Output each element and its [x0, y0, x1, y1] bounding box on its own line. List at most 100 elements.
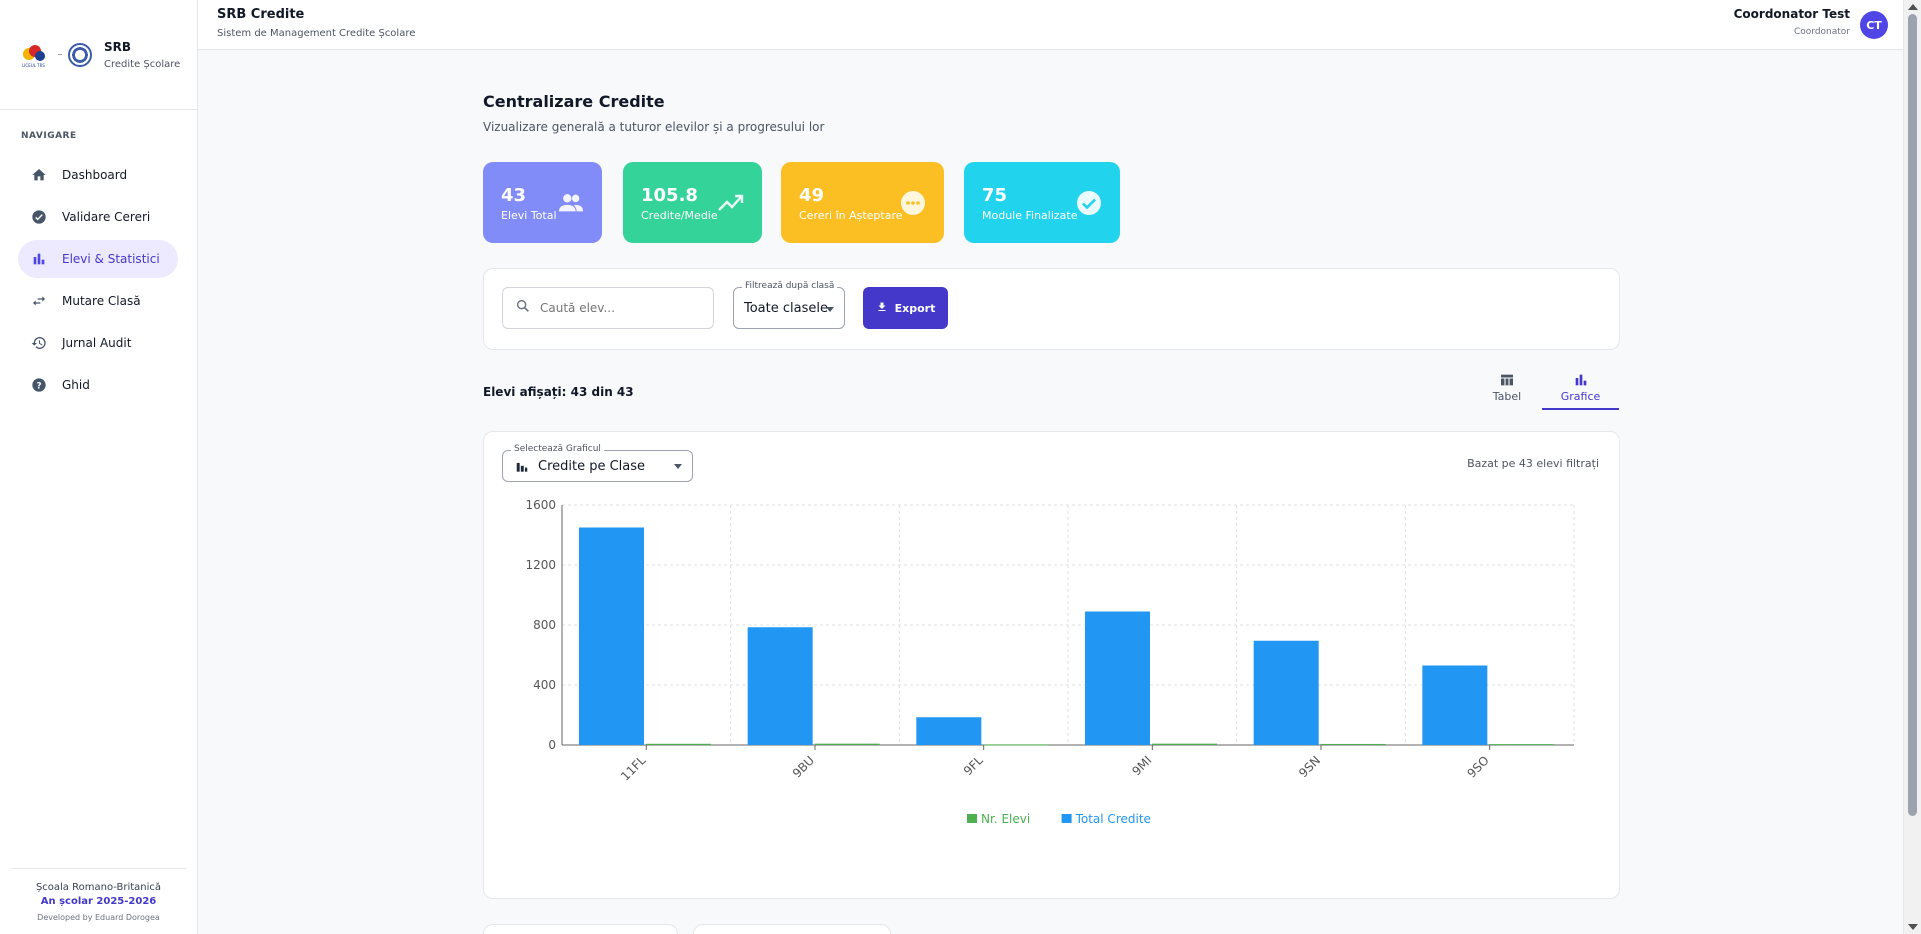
bar-nr-elevi [1320, 743, 1386, 745]
stat-label: Module Finalizate [982, 209, 1078, 222]
y-tick-label: 800 [533, 618, 556, 632]
sidebar-item-dashboard[interactable]: Dashboard [18, 156, 178, 194]
stat-label: Credite/Medie [641, 209, 718, 222]
tab-tabel[interactable]: Tabel [1486, 372, 1528, 410]
bar-total-credite [579, 527, 644, 745]
y-tick-label: 0 [548, 738, 556, 752]
card-stub [483, 924, 678, 934]
x-tick-label: 9BU [790, 753, 817, 780]
stat-value: 75 [982, 185, 1008, 206]
tab-label: Grafice [1560, 390, 1601, 403]
user-role: Coordonator [1793, 27, 1850, 37]
export-button[interactable]: Export [863, 287, 948, 329]
chevron-down-icon [826, 307, 834, 312]
avatar[interactable]: CT [1860, 11, 1888, 39]
x-tick-label: 9FL [961, 753, 986, 778]
check-circle-icon [1076, 190, 1102, 216]
sidebar-item-mutare-clasa[interactable]: Mutare Clasă [18, 282, 178, 320]
nav: Dashboard Validare Cereri Elevi & Statis… [0, 156, 197, 404]
students-count: Elevi afișați: 43 din 43 [483, 385, 634, 399]
table-icon [1486, 372, 1528, 390]
check-circle-icon [31, 209, 47, 225]
sidebar-item-label: Dashboard [62, 168, 128, 182]
bar-chart-icon [515, 459, 529, 478]
chevron-down-icon [674, 464, 682, 469]
y-tick-label: 400 [533, 678, 556, 692]
sidebar-item-label: Jurnal Audit [62, 336, 132, 350]
sidebar-item-validare-cereri[interactable]: Validare Cereri [18, 198, 178, 236]
search-box[interactable] [502, 287, 714, 329]
bar-chart-icon [1542, 372, 1619, 390]
brand-title: SRB [104, 39, 132, 54]
user-menu[interactable]: Coordonator Test Coordonator CT [1734, 7, 1888, 39]
user-name: Coordonator Test [1733, 7, 1850, 21]
bar-nr-elevi [646, 743, 711, 745]
chart-select-label: Selectează Graficul [511, 444, 604, 454]
bar-nr-elevi [983, 744, 1049, 746]
page-title: Centralizare Credite [483, 92, 665, 111]
school-logo-text: LICEUL TRS [22, 63, 45, 68]
help-icon: ? [31, 377, 47, 393]
credits-bar-chart: 0 400 800 1200 1600 11FL 9BU 9FL 9MI 9SN 9SO Nr. El… [525, 498, 1575, 826]
stat-label: Elevi Total [501, 209, 557, 222]
card-stub [693, 924, 891, 934]
legend-label: Total Credite [1075, 812, 1151, 826]
legend-label: Nr. Elevi [981, 812, 1030, 826]
filter-card: Filtrează după clasă Toate clasele Expor… [483, 268, 1620, 350]
stat-value: 43 [501, 185, 527, 206]
stat-value: 49 [799, 185, 825, 206]
sidebar-item-ghid[interactable]: ? Ghid [18, 366, 178, 404]
sidebar-item-jurnal-audit[interactable]: Jurnal Audit [18, 324, 178, 362]
sidebar-item-label: Elevi & Statistici [62, 252, 160, 266]
brand-subtitle: Credite Școlare [104, 58, 181, 70]
scroll-down-arrow-icon[interactable] [1908, 924, 1918, 930]
bar-total-credite [916, 717, 982, 745]
stat-card-finished-modules: 75 Module Finalizate [964, 162, 1120, 243]
trending-up-icon [718, 190, 744, 216]
sidebar-item-label: Mutare Clasă [62, 294, 141, 308]
x-tick-label: 9MI [1129, 753, 1154, 778]
nav-heading: NAVIGARE [21, 131, 77, 141]
home-icon [31, 167, 47, 183]
scroll-up-arrow-icon[interactable] [1908, 4, 1918, 10]
legend-swatch [1061, 814, 1072, 823]
stat-value: 105.8 [641, 185, 698, 206]
download-icon [876, 301, 888, 316]
app-subtitle: Sistem de Management Credite Școlare [217, 28, 416, 39]
app-title: SRB Credite [217, 7, 305, 22]
search-input[interactable] [540, 301, 700, 315]
bar-nr-elevi [814, 743, 880, 745]
sidebar-item-label: Validare Cereri [62, 210, 151, 224]
class-filter-select[interactable]: Filtrează după clasă Toate clasele [733, 281, 845, 329]
footer-school: Școala Romano-Britanică [35, 882, 162, 893]
sidebar-footer: Școala Romano-Britanică An școlar 2025-2… [11, 868, 186, 922]
page-subtitle: Vizualizare generală a tuturor elevilor … [483, 120, 825, 134]
stat-label: Cereri în Așteptare [799, 209, 903, 222]
bar-nr-elevi [1489, 744, 1555, 746]
search-icon [515, 298, 531, 318]
topbar: SRB Credite Sistem de Management Credite… [198, 0, 1903, 50]
swap-icon [31, 293, 47, 309]
tab-grafice[interactable]: Grafice [1542, 372, 1619, 410]
bar-total-credite [1253, 640, 1319, 745]
chart-based-on: Bazat pe 43 elevi filtrați [1467, 457, 1599, 470]
svg-text:?: ? [36, 381, 41, 391]
class-filter-label: Filtrează după clasă [742, 281, 838, 291]
page-scrollbar[interactable] [1903, 0, 1921, 934]
more-icon [900, 190, 926, 216]
scroll-thumb[interactable] [1908, 14, 1917, 816]
stat-card-students: 43 Elevi Total [483, 162, 602, 243]
chart-select-value: Credite pe Clase [538, 459, 646, 474]
export-label: Export [894, 301, 936, 315]
x-tick-label: 9SN [1296, 753, 1323, 780]
sidebar-item-label: Ghid [62, 378, 90, 392]
legend-swatch [967, 814, 977, 823]
footer-developer: Developed by Eduard Dorogea [37, 913, 160, 922]
bar-total-credite [1085, 611, 1150, 745]
y-tick-label: 1600 [525, 498, 556, 512]
bar-chart-icon [31, 251, 47, 267]
logo-divider [58, 54, 62, 55]
people-icon [558, 190, 584, 216]
chart-select[interactable]: Selectează Graficul Credite pe Clase [502, 444, 693, 482]
sidebar-item-elevi-statistici[interactable]: Elevi & Statistici [18, 240, 178, 278]
